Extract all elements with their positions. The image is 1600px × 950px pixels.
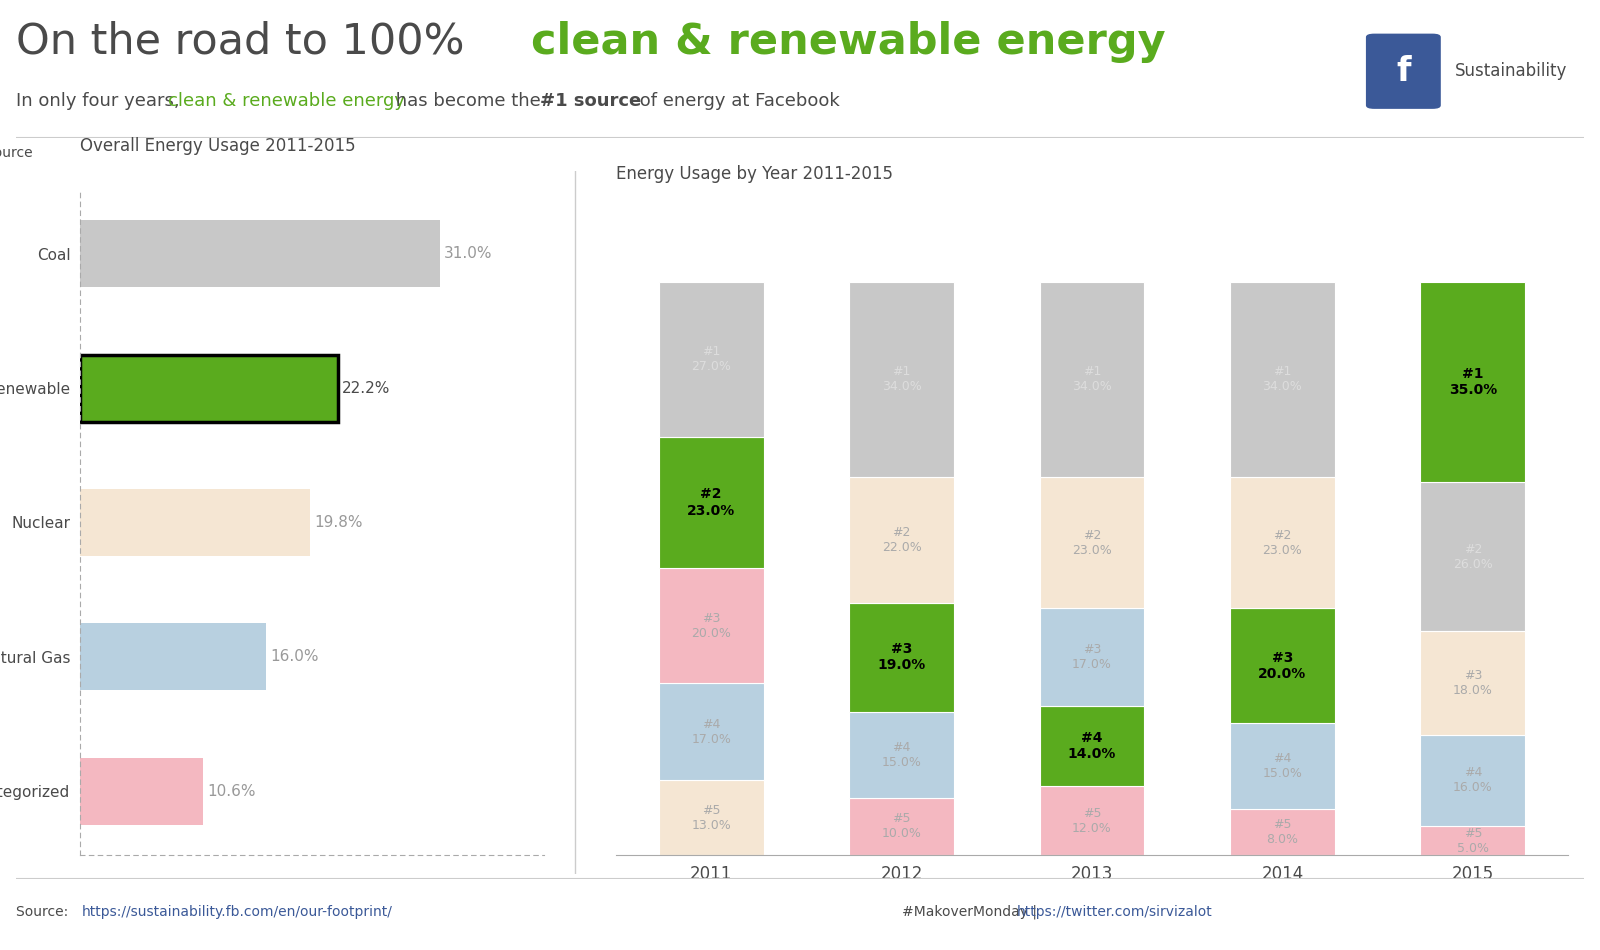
Text: Overall Energy Usage 2011-2015: Overall Energy Usage 2011-2015 (80, 137, 355, 155)
Bar (1230, 809, 1334, 855)
Text: #1
34.0%: #1 34.0% (1072, 365, 1112, 393)
Text: #4
17.0%: #4 17.0% (691, 718, 731, 746)
Bar (1421, 282, 1525, 483)
Bar (1230, 282, 1334, 477)
FancyBboxPatch shape (1366, 33, 1440, 109)
Text: #1
34.0%: #1 34.0% (882, 365, 922, 393)
Bar (850, 798, 954, 855)
Bar (1230, 723, 1334, 809)
Text: Sustainability: Sustainability (1456, 63, 1568, 80)
Text: #1
35.0%: #1 35.0% (1448, 367, 1498, 397)
Text: clean & renewable energy: clean & renewable energy (168, 91, 405, 109)
Text: #2
26.0%: #2 26.0% (1453, 542, 1493, 571)
Bar (1040, 706, 1144, 787)
Text: #MakoverMonday |: #MakoverMonday | (902, 904, 1042, 920)
Text: #1
27.0%: #1 27.0% (691, 345, 731, 373)
Text: 16.0%: 16.0% (270, 650, 318, 664)
Text: #3
19.0%: #3 19.0% (877, 642, 926, 673)
Bar (1230, 609, 1334, 723)
Bar (659, 282, 763, 436)
Text: 10.6%: 10.6% (208, 784, 256, 799)
Text: #2
23.0%: #2 23.0% (686, 487, 736, 518)
Bar (80, 623, 266, 691)
Text: Source:: Source: (16, 905, 72, 919)
Text: On the road to 100%: On the road to 100% (16, 21, 478, 63)
Bar (850, 602, 954, 712)
Text: https://sustainability.fb.com/en/our-footprint/: https://sustainability.fb.com/en/our-foo… (82, 905, 392, 919)
Bar (850, 477, 954, 602)
Text: #5
12.0%: #5 12.0% (1072, 807, 1112, 835)
Text: 31.0%: 31.0% (445, 246, 493, 261)
Bar (80, 354, 338, 422)
Text: 22.2%: 22.2% (342, 381, 390, 395)
Text: of energy at Facebook: of energy at Facebook (634, 91, 840, 109)
Bar (1421, 483, 1525, 632)
Text: #5
8.0%: #5 8.0% (1267, 818, 1299, 846)
Text: 19.8%: 19.8% (314, 515, 363, 530)
Bar (1421, 826, 1525, 855)
Bar (1040, 282, 1144, 477)
Text: https://twitter.com/sirvizalot: https://twitter.com/sirvizalot (1016, 905, 1213, 919)
Text: #3
18.0%: #3 18.0% (1453, 669, 1493, 697)
Bar (659, 436, 763, 568)
Bar (1421, 632, 1525, 734)
Bar (850, 712, 954, 798)
Text: #3
17.0%: #3 17.0% (1072, 643, 1112, 672)
Text: #5
5.0%: #5 5.0% (1458, 826, 1490, 855)
Bar (1040, 787, 1144, 855)
Text: has become the: has become the (390, 91, 546, 109)
Bar (659, 568, 763, 683)
Text: clean & renewable energy: clean & renewable energy (531, 21, 1165, 63)
Bar (80, 220, 440, 288)
Bar (80, 489, 310, 556)
Text: #3
20.0%: #3 20.0% (691, 612, 731, 639)
Bar (659, 781, 763, 855)
Bar (80, 757, 203, 825)
Text: #2
22.0%: #2 22.0% (882, 525, 922, 554)
Text: #4
15.0%: #4 15.0% (1262, 752, 1302, 780)
Bar (1040, 477, 1144, 609)
Text: In only four years,: In only four years, (16, 91, 186, 109)
Bar (850, 282, 954, 477)
Text: #5
10.0%: #5 10.0% (882, 812, 922, 841)
Text: #1
34.0%: #1 34.0% (1262, 365, 1302, 393)
Text: Energy Usage by Year 2011-2015: Energy Usage by Year 2011-2015 (616, 165, 893, 183)
Bar (1230, 477, 1334, 609)
Text: #3
20.0%: #3 20.0% (1258, 651, 1307, 681)
Bar (1421, 734, 1525, 826)
Text: #4
15.0%: #4 15.0% (882, 741, 922, 769)
Text: #4
16.0%: #4 16.0% (1453, 767, 1493, 794)
Text: #2
23.0%: #2 23.0% (1072, 528, 1112, 557)
Text: Energy Source: Energy Source (0, 146, 32, 161)
Text: #2
23.0%: #2 23.0% (1262, 528, 1302, 557)
Text: f: f (1397, 55, 1411, 87)
Text: #1 source: #1 source (541, 91, 642, 109)
Text: #4
14.0%: #4 14.0% (1067, 731, 1117, 761)
Text: #5
13.0%: #5 13.0% (691, 804, 731, 832)
Bar (659, 683, 763, 781)
Bar (1040, 609, 1144, 706)
